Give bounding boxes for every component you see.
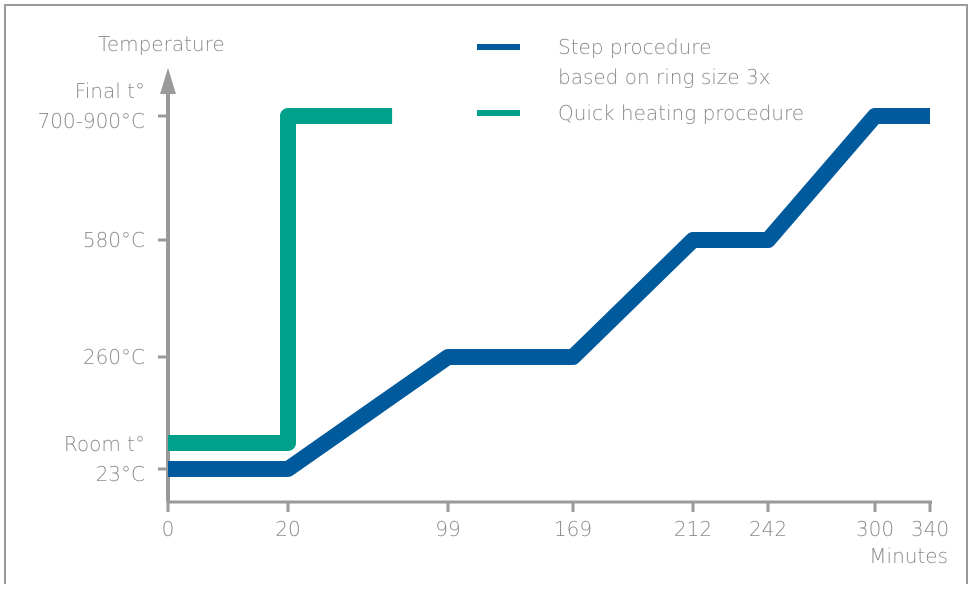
chart-frame <box>4 4 968 584</box>
x-tick-label: 0 <box>162 517 175 541</box>
y-axis-arrow <box>160 68 176 94</box>
x-tick-label: 20 <box>275 517 300 541</box>
y-tick-label: Final t° 700-900°C <box>37 79 145 133</box>
x-tick-label: 300 <box>856 517 894 541</box>
legend: Step procedure based on ring size 3x Quick… <box>477 35 804 125</box>
y-axis-title: Temperature <box>98 32 225 56</box>
x-tick-label: 340 <box>911 517 949 541</box>
x-tick-label: 242 <box>749 517 787 541</box>
y-tick-label: Room t° 23°C <box>64 432 145 486</box>
x-axis-title: Minutes <box>869 544 948 568</box>
legend-label-step: Step procedure based on ring size 3x <box>558 35 771 89</box>
series-step-procedure <box>168 108 930 477</box>
axes <box>160 68 932 504</box>
series-quick-heating <box>168 108 393 451</box>
series-layer <box>168 108 930 477</box>
ticks: 0 20 99 169 212 242 300 340 Room t° 23°C 260°C 580°… <box>37 79 949 541</box>
legend-label-quick: Quick heating procedure <box>558 101 804 125</box>
y-tick-label: 260°C <box>83 345 145 369</box>
y-tick-label: 580°C <box>83 228 145 252</box>
x-tick-label: 99 <box>435 517 460 541</box>
x-tick-label: 169 <box>554 517 592 541</box>
x-tick-label: 212 <box>674 517 712 541</box>
